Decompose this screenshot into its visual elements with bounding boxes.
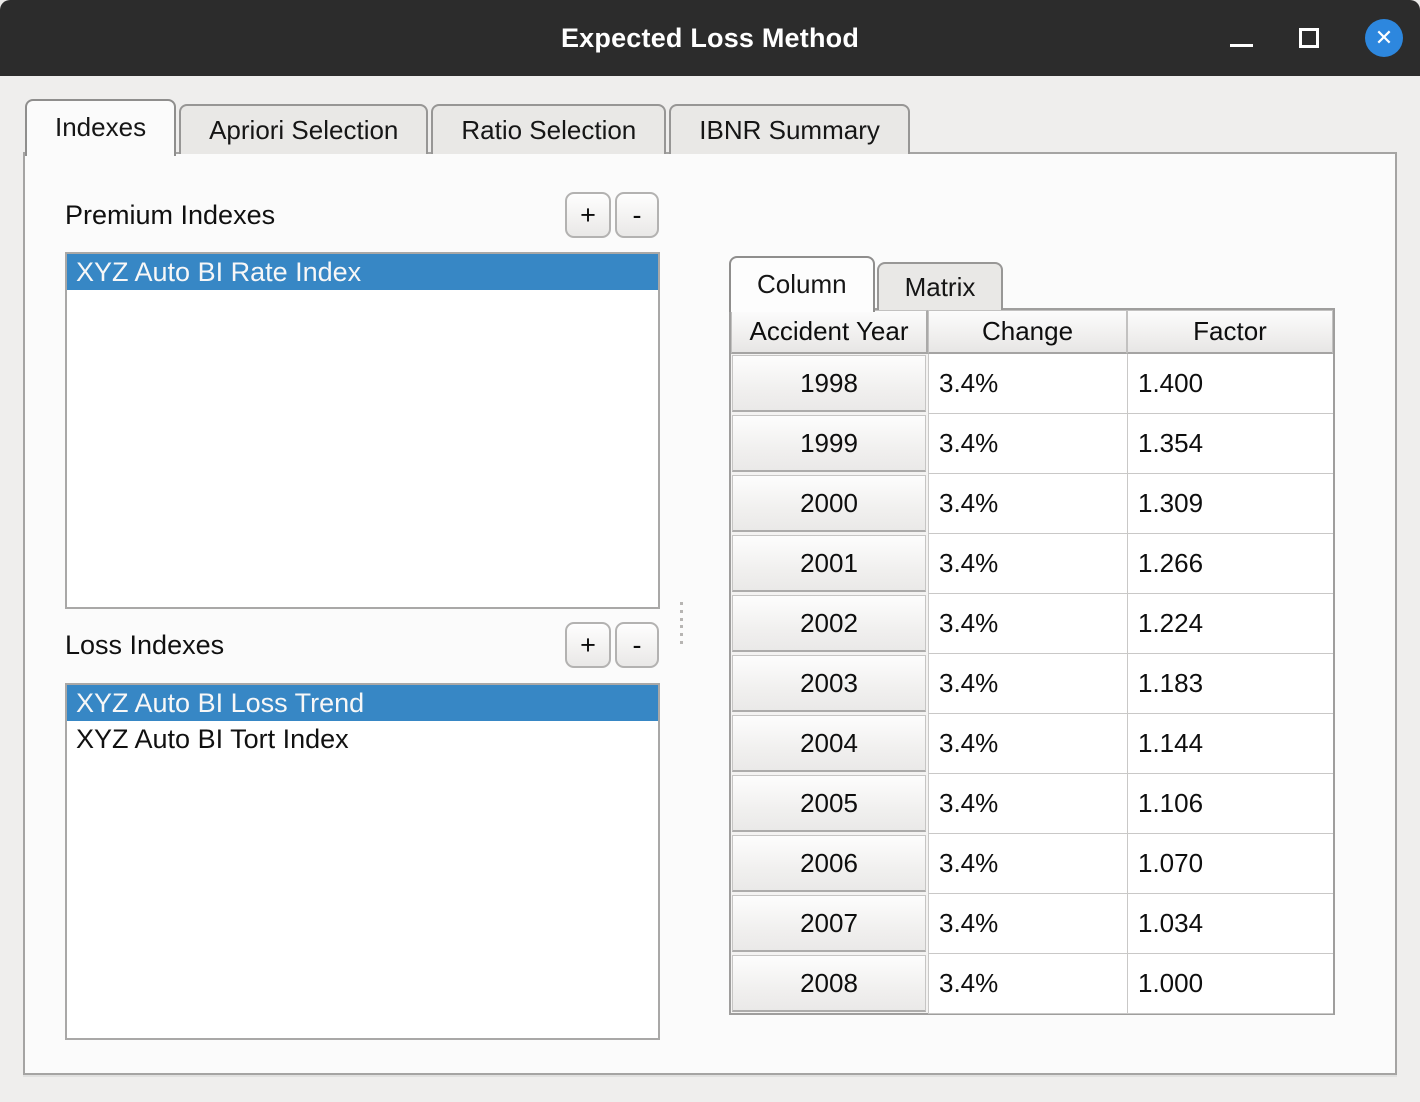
column-header-accident-year[interactable]: Accident Year: [731, 310, 928, 354]
row-header-year[interactable]: 2006: [732, 835, 926, 892]
list-item[interactable]: XYZ Auto BI Tort Index: [76, 723, 349, 754]
cell-factor[interactable]: 1.000: [1127, 954, 1333, 1014]
cell-change[interactable]: 3.4%: [928, 834, 1127, 894]
row-header-year[interactable]: 1998: [732, 355, 926, 412]
cell-factor[interactable]: 1.354: [1127, 414, 1333, 474]
loss-indexes-list: XYZ Auto BI Loss Trend XYZ Auto BI Tort I…: [65, 683, 660, 1040]
cell-factor[interactable]: 1.224: [1127, 594, 1333, 654]
cell-change[interactable]: 3.4%: [928, 474, 1127, 534]
loss-remove-button[interactable]: -: [615, 622, 659, 668]
cell-change[interactable]: 3.4%: [928, 774, 1127, 834]
window-title: Expected Loss Method: [560, 22, 860, 53]
row-header-year[interactable]: 2003: [732, 655, 926, 712]
cell-factor[interactable]: 1.183: [1127, 654, 1333, 714]
detail-tabbar: Column Matrix: [729, 254, 1005, 312]
titlebar[interactable]: Expected Loss Method ✕: [0, 0, 1420, 76]
cell-change[interactable]: 3.4%: [928, 594, 1127, 654]
maximize-icon: [1299, 28, 1319, 48]
cell-change[interactable]: 3.4%: [928, 354, 1127, 414]
window-body: Indexes Apriori Selection Ratio Selectio…: [0, 76, 1420, 1102]
row-header-year[interactable]: 1999: [732, 415, 926, 472]
premium-indexes-list: XYZ Auto BI Rate Index: [65, 252, 660, 609]
close-button[interactable]: ✕: [1365, 19, 1403, 57]
row-header-year[interactable]: 2002: [732, 595, 926, 652]
cell-change[interactable]: 3.4%: [928, 714, 1127, 774]
window-controls: ✕: [1230, 0, 1403, 76]
cell-change[interactable]: 3.4%: [928, 414, 1127, 474]
cell-change[interactable]: 3.4%: [928, 654, 1127, 714]
maximize-button[interactable]: [1299, 28, 1319, 48]
row-header-year[interactable]: 2000: [732, 475, 926, 532]
cell-change[interactable]: 3.4%: [928, 894, 1127, 954]
close-icon: ✕: [1374, 25, 1394, 50]
cell-factor[interactable]: 1.106: [1127, 774, 1333, 834]
main-tabbar: Indexes Apriori Selection Ratio Selectio…: [25, 97, 913, 156]
pane-splitter-handle[interactable]: [678, 602, 684, 644]
cell-factor[interactable]: 1.034: [1127, 894, 1333, 954]
premium-add-button[interactable]: +: [565, 192, 611, 238]
tab-apriori-selection[interactable]: Apriori Selection: [179, 104, 429, 154]
cell-factor[interactable]: 1.400: [1127, 354, 1333, 414]
column-header-factor[interactable]: Factor: [1127, 310, 1333, 354]
index-factor-table: Accident Year Change Factor 1998 3.4% 1.40…: [729, 308, 1335, 1015]
tab-matrix[interactable]: Matrix: [876, 262, 1004, 310]
column-header-change[interactable]: Change: [928, 310, 1127, 354]
cell-factor[interactable]: 1.266: [1127, 534, 1333, 594]
premium-indexes-label: Premium Indexes: [65, 199, 276, 230]
row-header-year[interactable]: 2004: [732, 715, 926, 772]
tab-ibnr-summary[interactable]: IBNR Summary: [669, 104, 910, 154]
cell-change[interactable]: 3.4%: [928, 954, 1127, 1014]
premium-remove-button[interactable]: -: [615, 192, 659, 238]
row-header-year[interactable]: 2008: [732, 955, 926, 1012]
tab-ratio-selection[interactable]: Ratio Selection: [431, 104, 667, 154]
indexes-tab-page: Premium Indexes + - XYZ Auto BI Rate Ind…: [23, 152, 1397, 1075]
cell-change[interactable]: 3.4%: [928, 534, 1127, 594]
cell-factor[interactable]: 1.144: [1127, 714, 1333, 774]
tab-indexes[interactable]: Indexes: [25, 99, 177, 156]
row-header-year[interactable]: 2007: [732, 895, 926, 952]
list-item[interactable]: XYZ Auto BI Rate Index: [67, 254, 658, 290]
minimize-button[interactable]: [1230, 30, 1253, 47]
list-item[interactable]: XYZ Auto BI Loss Trend: [67, 685, 658, 721]
tab-column[interactable]: Column: [729, 256, 875, 312]
row-header-year[interactable]: 2001: [732, 535, 926, 592]
minimize-icon: [1230, 43, 1253, 47]
cell-factor[interactable]: 1.070: [1127, 834, 1333, 894]
cell-factor[interactable]: 1.309: [1127, 474, 1333, 534]
row-header-year[interactable]: 2005: [732, 775, 926, 832]
loss-indexes-label: Loss Indexes: [65, 629, 225, 660]
loss-add-button[interactable]: +: [565, 622, 611, 668]
